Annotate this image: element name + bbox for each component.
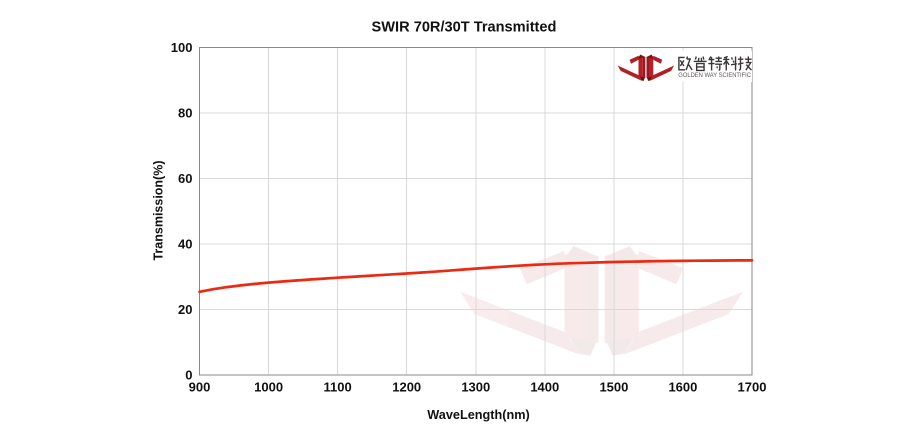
svg-text:60: 60	[178, 171, 192, 186]
svg-text:SWIR 70R/30T Transmitted: SWIR 70R/30T Transmitted	[372, 20, 557, 36]
svg-text:1400: 1400	[530, 380, 559, 395]
svg-text:1700: 1700	[738, 380, 767, 395]
svg-text:0: 0	[185, 368, 192, 383]
svg-text:80: 80	[178, 106, 192, 121]
svg-text:GOLDEN WAY SCIENTIFIC: GOLDEN WAY SCIENTIFIC	[678, 72, 751, 79]
svg-text:1600: 1600	[668, 380, 697, 395]
svg-text:Transmission(%): Transmission(%)	[152, 160, 166, 260]
svg-text:1000: 1000	[254, 380, 283, 395]
svg-text:100: 100	[171, 40, 193, 55]
svg-text:20: 20	[178, 302, 192, 317]
svg-text:1300: 1300	[461, 380, 490, 395]
svg-text:1200: 1200	[392, 380, 421, 395]
svg-text:1500: 1500	[599, 380, 628, 395]
svg-text:900: 900	[189, 380, 211, 395]
svg-text:40: 40	[178, 237, 192, 252]
svg-text:1100: 1100	[323, 380, 351, 395]
svg-text:WaveLength(nm): WaveLength(nm)	[427, 408, 529, 422]
